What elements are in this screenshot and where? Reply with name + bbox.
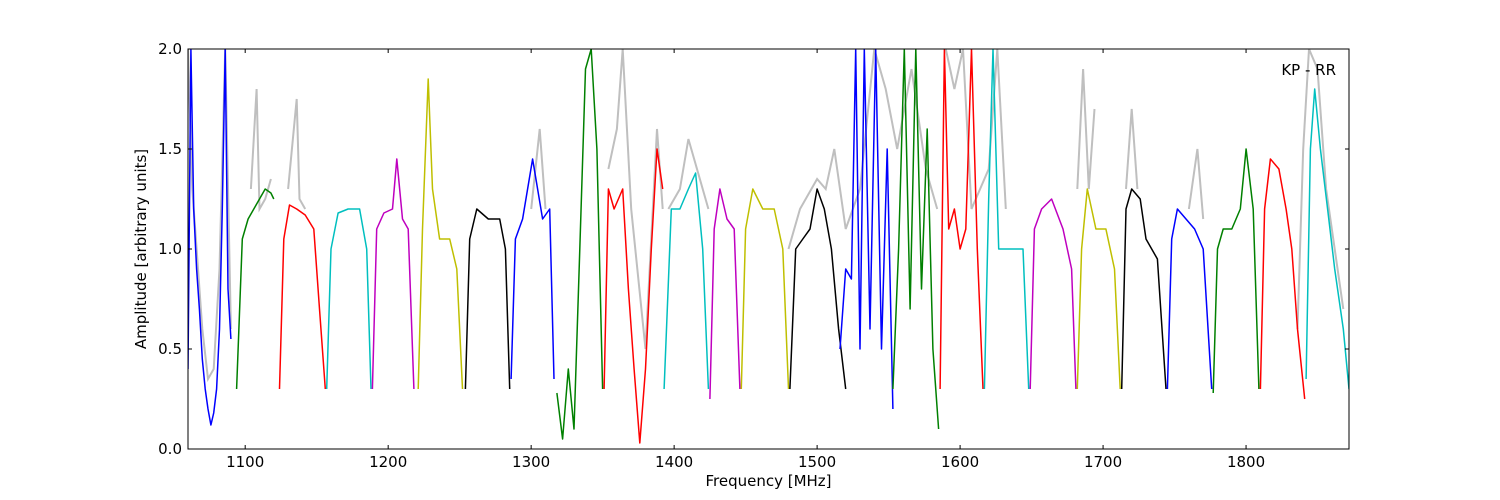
x-tick-label: 1800 [1227, 453, 1265, 471]
y-tick-label: 1.5 [158, 140, 182, 158]
band-series-13 [789, 188, 847, 390]
raw-series-segment-1 [249, 88, 272, 213]
raw-series-segment-5 [667, 138, 710, 210]
band-series-22 [1212, 148, 1260, 394]
band-series-23 [1259, 158, 1306, 400]
x-axis-label: Frequency [MHz] [705, 472, 831, 490]
y-axis-label: Amplitude [arbitrary units] [132, 149, 150, 349]
band-series-8 [556, 49, 604, 440]
raw-series-segment-9 [1125, 108, 1139, 190]
band-series-6 [464, 208, 511, 390]
raw-series-segment-8 [1076, 68, 1096, 190]
x-tick-label: 1300 [512, 453, 550, 471]
band-series-16 [939, 49, 984, 390]
band-series-14 [839, 49, 894, 410]
band-series-10 [663, 172, 710, 390]
band-series-5 [417, 78, 464, 390]
bands-layer [188, 49, 1349, 444]
band-series-11 [709, 188, 741, 400]
raw-series-segment-2 [287, 98, 307, 210]
ticks-layer: 1100 1200 1300 1400 1500 1600 1700 1800 0.0 0.5 1.… [158, 40, 1349, 471]
x-tick-label: 1500 [798, 453, 836, 471]
band-series-21 [1166, 208, 1213, 390]
annotation-label: KP - RR [1281, 61, 1336, 79]
raw-series-segment-10 [1187, 148, 1205, 220]
x-tick-label: 1100 [226, 453, 264, 471]
y-tick-label: 2.0 [158, 40, 182, 58]
band-series-0 [188, 49, 232, 426]
band-series-1 [235, 188, 275, 390]
band-series-2 [278, 204, 327, 390]
y-tick-label: 0.5 [158, 340, 182, 358]
band-series-12 [740, 188, 790, 390]
band-series-3 [325, 208, 372, 390]
raw-series-segment-11 [1296, 49, 1345, 330]
x-tick-label: 1400 [655, 453, 693, 471]
y-tick-label: 1.0 [158, 240, 182, 258]
plot-frame [187, 48, 1350, 450]
band-series-17 [983, 49, 1030, 390]
band-series-24 [1305, 88, 1349, 390]
raw-overlay-layer [188, 49, 1345, 383]
x-tick-label: 1200 [369, 453, 407, 471]
raw-series-segment-3 [530, 128, 547, 210]
raw-series-segment-4 [607, 49, 664, 350]
band-series-4 [371, 158, 415, 390]
band-series-20 [1120, 188, 1167, 390]
x-tick-label: 1700 [1084, 453, 1122, 471]
x-tick-label: 1600 [941, 453, 979, 471]
band-series-19 [1076, 188, 1121, 390]
band-series-15 [892, 49, 940, 430]
y-tick-label: 0.0 [158, 440, 182, 458]
band-series-18 [1029, 198, 1077, 390]
band-series-9 [603, 148, 664, 444]
band-series-7 [510, 158, 555, 380]
